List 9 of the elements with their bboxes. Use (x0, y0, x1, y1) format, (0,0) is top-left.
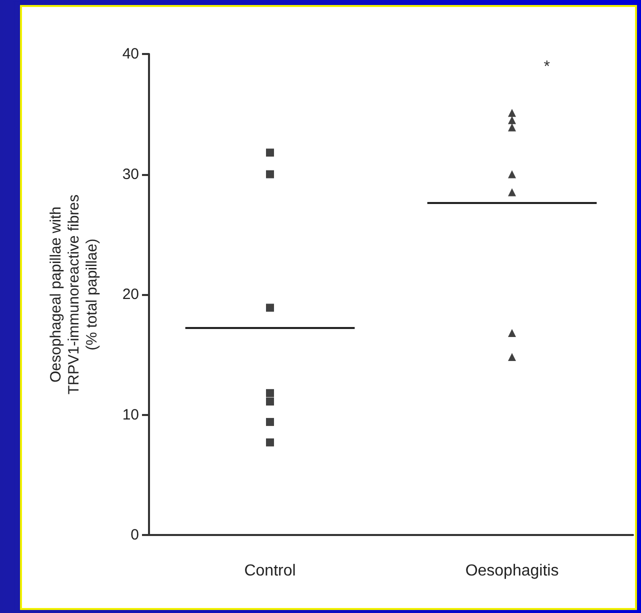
annotation: * (544, 58, 550, 76)
y-tick-label: 40 (122, 46, 139, 62)
y-tick-label: 20 (122, 286, 139, 303)
y-tick-label: 30 (122, 166, 139, 183)
y-axis-title: Oesophageal papillae with TRPV1-immunoreactive fibres (% total papillae) (48, 194, 100, 395)
x-tick-label: Control (244, 562, 296, 580)
x-tick-label: Oesophagitis (465, 562, 559, 580)
y-tick-label: 0 (130, 526, 139, 544)
y-tick-label: 10 (122, 406, 139, 424)
